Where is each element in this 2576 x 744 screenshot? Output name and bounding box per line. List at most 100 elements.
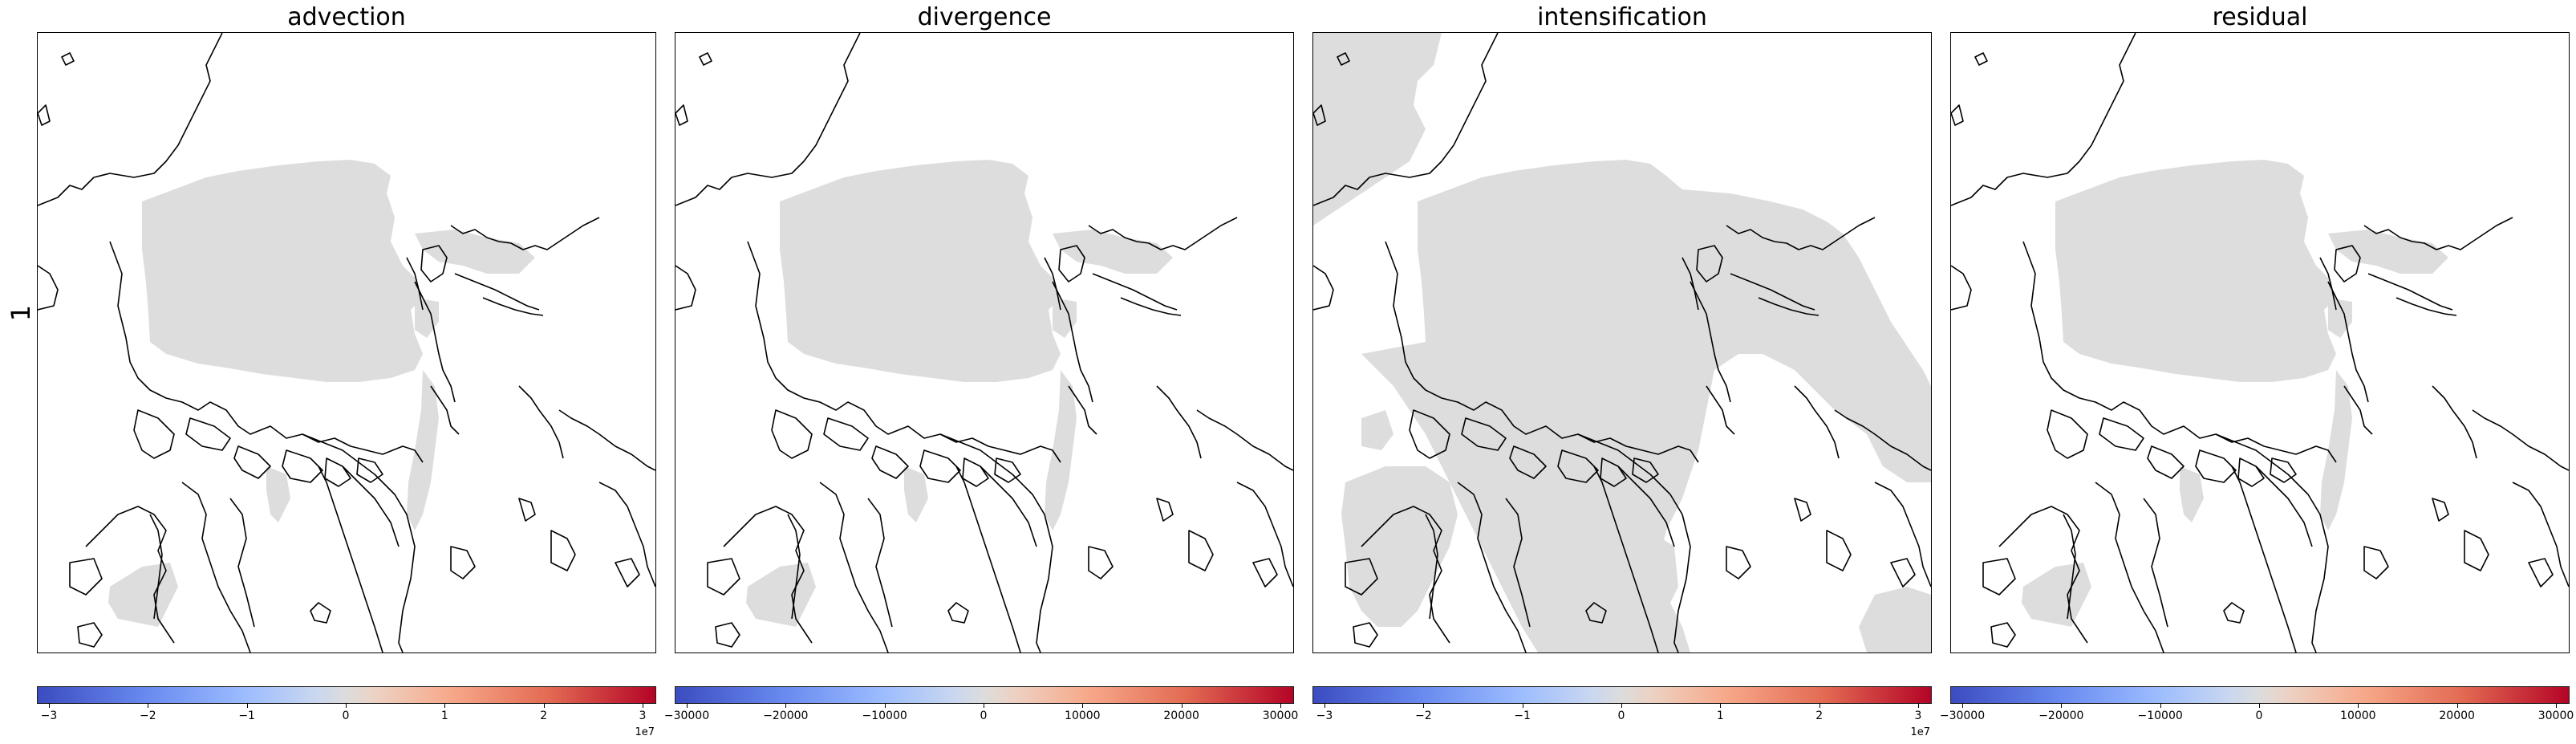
sea-ice-patch	[142, 160, 423, 382]
coastline-segment	[1874, 482, 1931, 587]
colorbar-tick-label: 0	[1617, 709, 1625, 722]
sea-ice-patch	[1361, 160, 1931, 653]
coastline-segment	[1044, 257, 1061, 311]
colorbar-tick	[346, 703, 347, 708]
panel-title: residual	[2212, 3, 2308, 31]
coastline-segment	[2363, 546, 2389, 579]
map-advection	[37, 32, 656, 653]
colorbar-tick-label: 1	[1716, 709, 1724, 722]
coastline-segment	[2343, 385, 2373, 435]
colorbar	[1312, 686, 1932, 704]
coastline-segment	[939, 433, 1053, 653]
sea-ice-patch	[415, 230, 535, 274]
coastline-segment	[1345, 558, 1378, 596]
coastline-segment	[823, 417, 869, 451]
sea-ice-patch	[2320, 370, 2352, 531]
coastline-segment	[1353, 622, 1378, 648]
coastline-segment	[454, 273, 540, 311]
coastline-segment	[109, 241, 424, 463]
colorbar	[1950, 686, 2570, 704]
colorbar-exponent: 1e7	[1910, 726, 1930, 738]
coastline-segment	[919, 449, 961, 483]
coastline-segment	[2464, 530, 2489, 571]
coastline-segment	[133, 409, 175, 459]
coastlines	[1313, 33, 1931, 653]
coastline-segment	[2215, 433, 2329, 653]
colorbar-tick	[2259, 703, 2260, 708]
coastline-segment	[1509, 445, 1547, 479]
polar-map	[675, 33, 1293, 653]
coastline-segment	[1632, 457, 1659, 483]
colorbar-tick	[1621, 703, 1622, 708]
coastline-segment	[675, 104, 688, 126]
coastline-segment	[2223, 602, 2245, 624]
colorbar	[675, 686, 1294, 704]
colorbar-tick-label: 3	[1914, 709, 1922, 722]
polar-map	[38, 33, 655, 653]
coastline-segment	[550, 530, 576, 571]
coastline-segment	[1982, 558, 2016, 596]
sea-ice-patch	[108, 563, 178, 627]
coastline-segment	[518, 385, 564, 459]
coastlines	[38, 33, 655, 653]
colorbar-tick	[785, 703, 787, 708]
colorbar-tick-label: 30000	[2537, 709, 2574, 722]
coastline-segment	[2063, 514, 2076, 620]
coastline-segment	[2231, 466, 2297, 653]
coastline-segment	[1696, 245, 1723, 283]
coastline-segment	[1385, 241, 1699, 463]
coastline-segment	[38, 33, 223, 206]
coastline-segment	[558, 409, 655, 471]
colorbar-tick-label: 10000	[1065, 709, 1101, 722]
colorbar-tick	[1082, 703, 1084, 708]
colorbar-tick	[246, 703, 248, 708]
coastlines	[675, 33, 1293, 653]
coastline-segment	[2528, 558, 2554, 587]
sea-ice-patch	[1313, 33, 1442, 226]
sea-ice-patch	[2328, 298, 2352, 338]
coastline-segment	[1425, 514, 1438, 620]
coastline-segment	[723, 506, 813, 644]
coastline-segment	[1890, 558, 1916, 587]
coastline-segment	[1794, 498, 1811, 522]
coastline-segment	[1951, 33, 2136, 206]
coastline-segment	[356, 457, 383, 483]
sea-ice-patch	[266, 466, 290, 522]
panel-intensification: intensification −3 −2 −1 0 1 2 3 1e7	[1312, 0, 1932, 744]
colorbar-tick	[543, 703, 545, 708]
panel-title: advection	[287, 3, 406, 31]
colorbar-tick	[1819, 703, 1820, 708]
sea-ice-patch	[1053, 298, 1077, 338]
coastline-segment	[2099, 417, 2144, 451]
colorbar-tick-label: −30000	[1939, 709, 1986, 722]
coastline-segment	[955, 466, 1021, 653]
coastline-segment	[1600, 457, 1627, 487]
polar-map	[1313, 33, 1931, 653]
sea-ice-region	[2022, 160, 2448, 627]
sea-ice-patch	[1053, 230, 1173, 274]
colorbar-tick-label: −3	[1316, 709, 1333, 722]
coastline-segment	[1409, 409, 1450, 459]
coastline-segment	[430, 385, 460, 435]
coastline-segment	[61, 52, 75, 66]
map-residual	[1950, 32, 2570, 653]
coastline-segment	[1092, 273, 1178, 311]
coastline-segment	[1974, 52, 1988, 66]
sea-ice-region	[1313, 33, 1931, 653]
coastline-segment	[1120, 297, 1182, 316]
panel-advection: advection −3 −2 −1 0 1 2 3 1e7	[37, 0, 656, 744]
coastline-segment	[1313, 104, 1326, 126]
coastline-segment	[518, 498, 536, 522]
coastline-segment	[406, 257, 424, 311]
coastline-segment	[1156, 385, 1202, 459]
sea-ice-region	[746, 160, 1173, 627]
coastline-segment	[2432, 385, 2477, 459]
colorbar-tick	[2556, 703, 2557, 708]
coastline-segment	[2270, 457, 2297, 483]
coastline-segment	[615, 558, 640, 587]
coastline-segment	[302, 433, 416, 653]
coastline-segment	[1313, 33, 1499, 206]
sea-ice-patch	[1341, 466, 1458, 627]
sea-ice-patch	[780, 160, 1061, 382]
colorbar-tick	[1181, 703, 1183, 708]
